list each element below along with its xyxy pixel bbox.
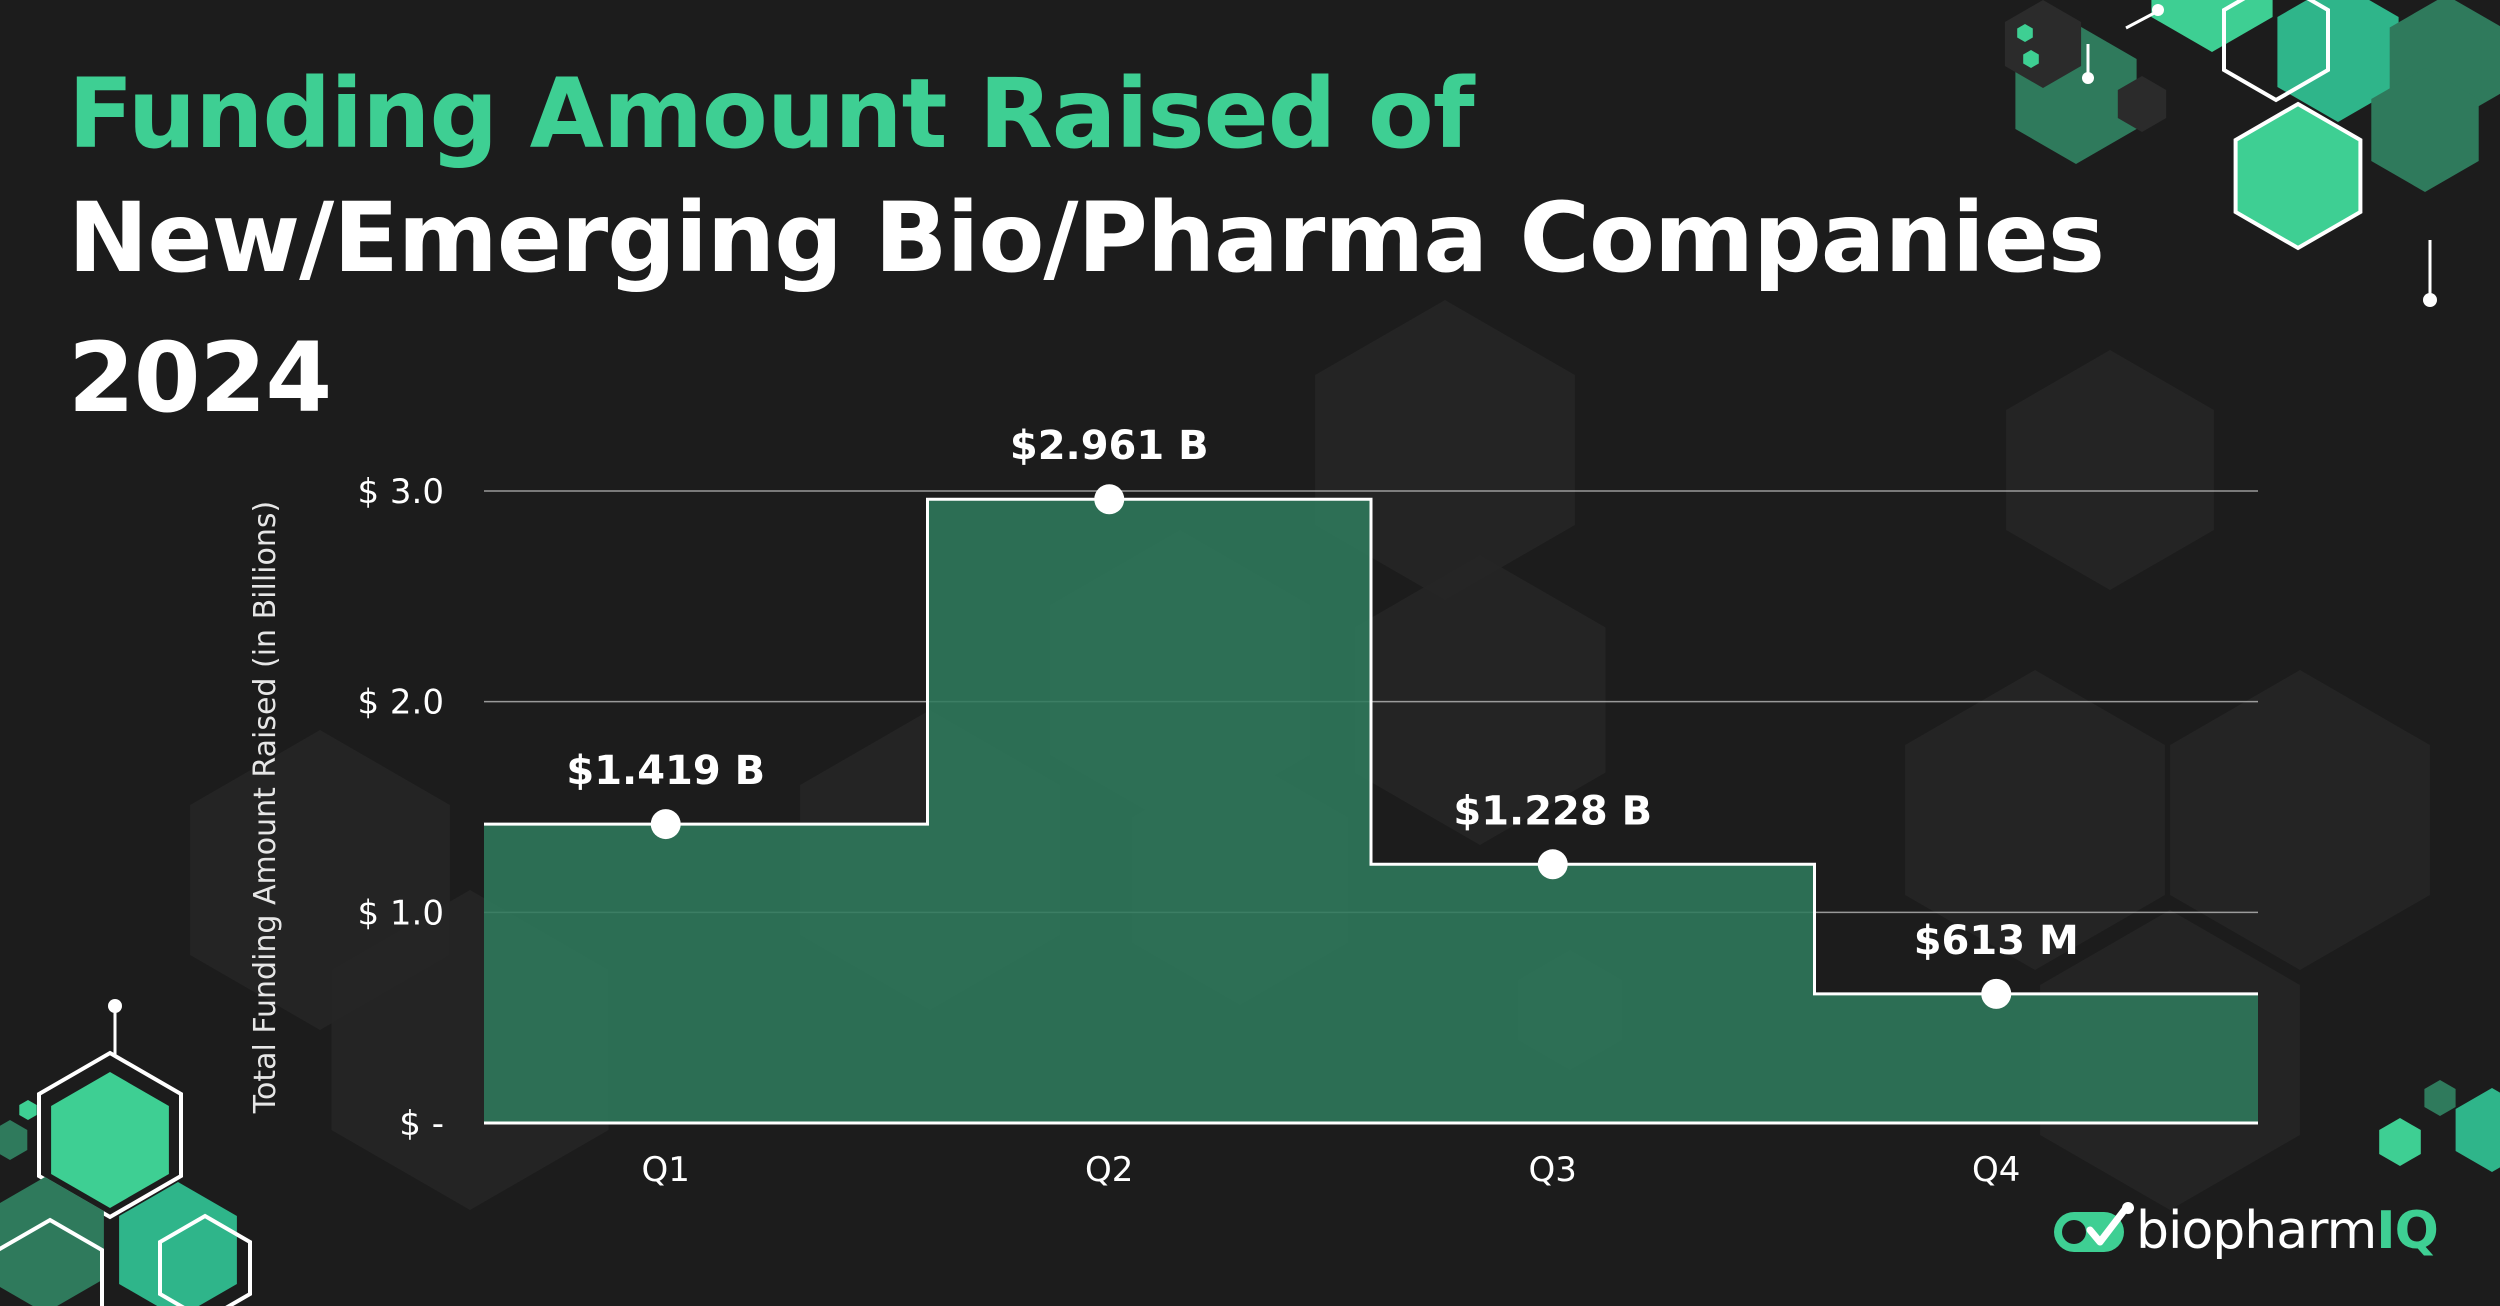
corner-hexagon <box>2023 50 2039 68</box>
y-tick-label: $ 3.0 <box>357 472 444 512</box>
title-line-3: 2024 <box>68 322 332 434</box>
step-line <box>484 497 2258 996</box>
bg-hexagon <box>2006 350 2214 590</box>
data-point <box>650 809 681 840</box>
corner-hexagon <box>2151 0 2273 52</box>
logo-name: biopharm <box>2136 1201 2377 1261</box>
x-tick-label: Q4 <box>1972 1150 2020 1190</box>
y-tick-label: $ 1.0 <box>357 893 444 933</box>
title-line-2: New/Emerging Bio/Pharma Companies <box>68 182 2105 294</box>
corner-hexagon <box>2004 0 2082 88</box>
data-label: $2.961 B <box>1010 423 1209 469</box>
y-tick-label: $ 2.0 <box>357 683 444 723</box>
corner-hexagon <box>0 1120 28 1160</box>
x-tick-label: Q2 <box>1085 1150 1133 1190</box>
corner-hexagon <box>19 1100 37 1120</box>
data-point <box>1537 849 1568 880</box>
corner-node <box>2423 293 2437 307</box>
corner-node <box>2082 72 2094 84</box>
corner-hexagon <box>2455 1088 2500 1172</box>
bg-hexagon <box>2170 670 2430 970</box>
corner-hexagon <box>2117 76 2167 132</box>
data-label: $1.228 B <box>1453 788 1652 834</box>
corner-node <box>2152 4 2164 16</box>
corner-hexagon <box>2222 0 2330 103</box>
corner-hexagon <box>51 1072 169 1208</box>
corner-hexagon <box>2379 1118 2421 1166</box>
corner-hexagon <box>0 1217 104 1306</box>
logo-suffix: IQ <box>2376 1201 2439 1261</box>
data-label: $613 M <box>1914 918 2079 964</box>
bg-hexagon <box>190 730 450 1030</box>
corner-hexagon <box>2233 101 2363 251</box>
corner-hexagon <box>2424 1080 2456 1116</box>
x-tick-label: Q1 <box>642 1150 690 1190</box>
check-badge-icon <box>2054 1202 2134 1252</box>
corner-hexagon <box>2371 68 2479 192</box>
y-tick-label: $ - <box>399 1104 444 1144</box>
data-point <box>1981 978 2012 1009</box>
logo-wordmark: biopharmIQ <box>2136 1201 2439 1261</box>
bg-hexagon <box>1354 555 1606 845</box>
bg-hexagon <box>1905 670 2165 970</box>
corner-hexagon <box>119 1182 237 1306</box>
corner-hexagon <box>2277 0 2399 122</box>
corner-hexagon <box>158 1213 252 1306</box>
data-point <box>1094 484 1125 515</box>
corner-hexagon <box>37 1050 183 1220</box>
corner-hexagon <box>2017 24 2033 42</box>
bg-hexagon <box>1315 300 1575 600</box>
data-label: $1.419 B <box>566 748 765 794</box>
y-axis-title: Total Funding Amount Raised (in Billions… <box>248 501 283 1114</box>
corner-hexagon <box>0 1177 104 1306</box>
title-line-1: Funding Amount Raised of <box>68 58 1475 170</box>
biopharmiq-logo: biopharmIQ <box>2050 1196 2439 1266</box>
corner-node <box>108 999 122 1013</box>
x-tick-label: Q3 <box>1529 1150 1577 1190</box>
